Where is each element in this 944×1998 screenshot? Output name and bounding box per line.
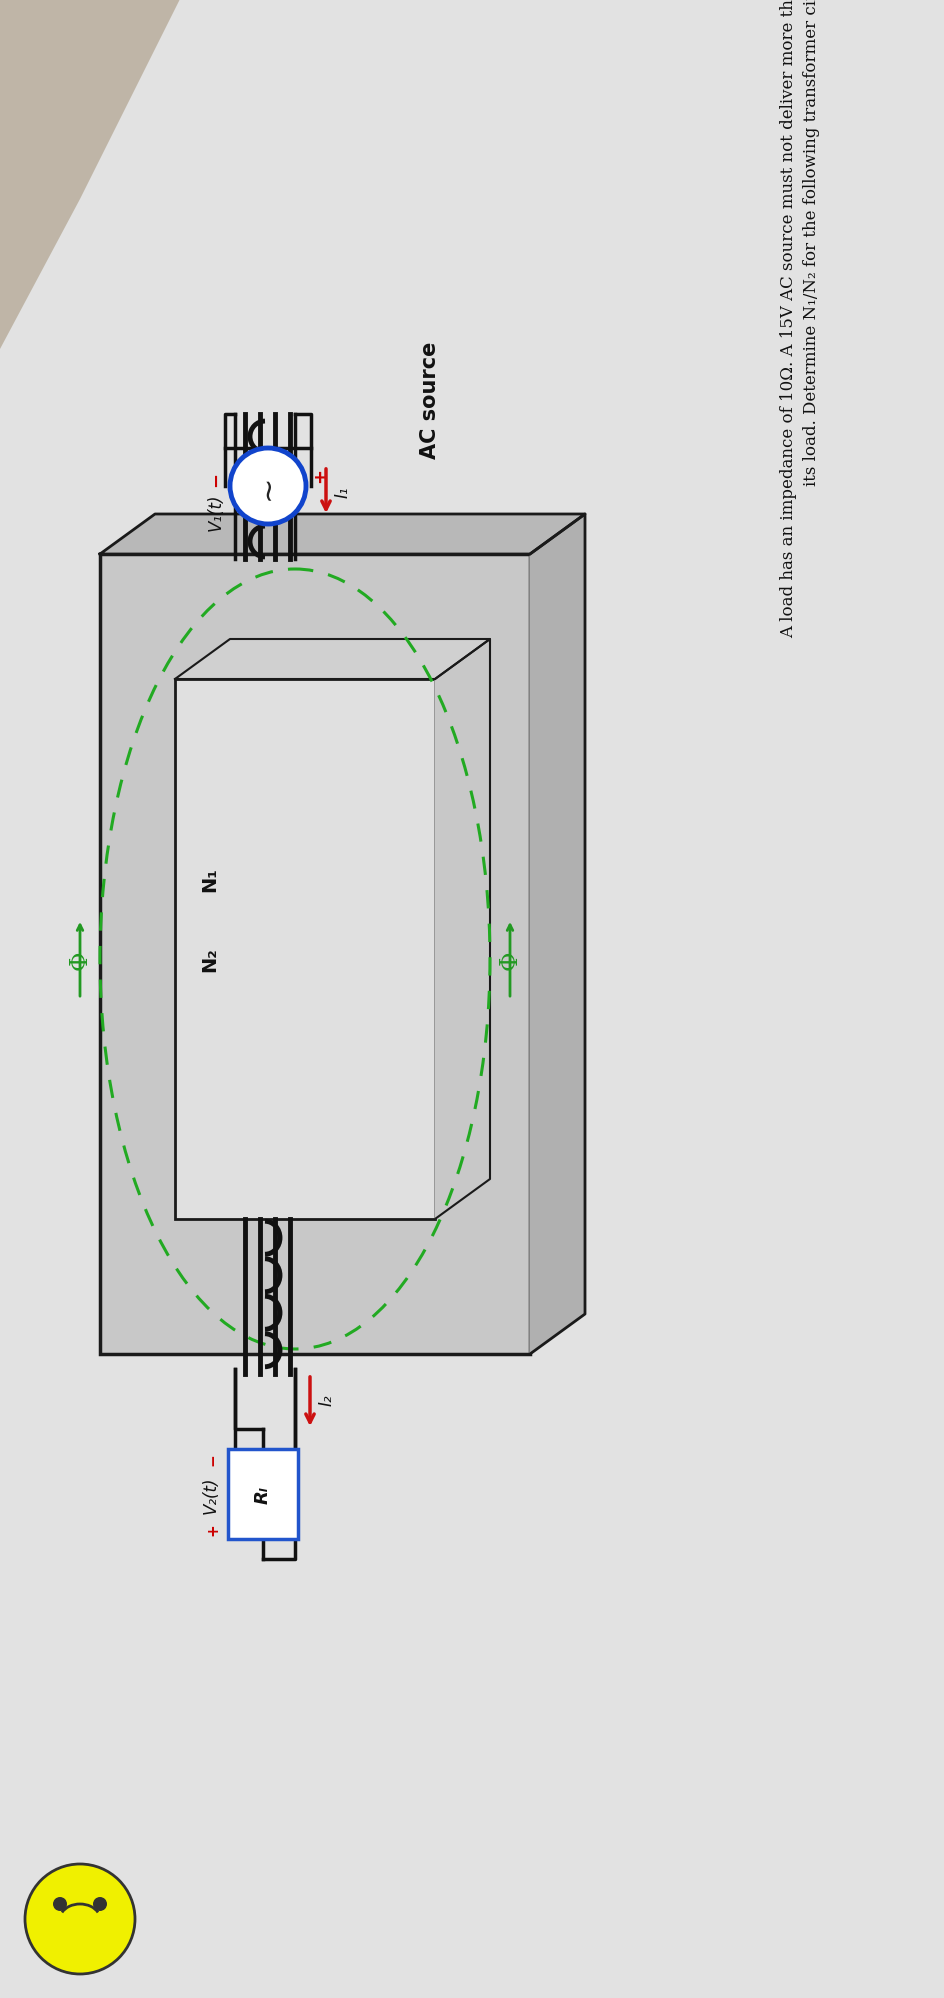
Polygon shape bbox=[100, 515, 585, 555]
Polygon shape bbox=[0, 0, 180, 350]
Text: Φ: Φ bbox=[498, 949, 521, 969]
Text: ~: ~ bbox=[254, 474, 282, 500]
Polygon shape bbox=[435, 639, 490, 1219]
Bar bbox=[228, 1449, 298, 1538]
Text: AC source: AC source bbox=[420, 342, 440, 458]
Text: −: − bbox=[207, 472, 225, 486]
Bar bbox=[175, 679, 435, 1219]
Circle shape bbox=[25, 1864, 135, 1974]
Text: I₂: I₂ bbox=[318, 1393, 336, 1405]
Polygon shape bbox=[175, 639, 490, 679]
Text: Φ: Φ bbox=[69, 949, 92, 969]
Text: N₂: N₂ bbox=[200, 947, 220, 971]
Text: A load has an impedance of 10Ω. A 15V AC source must not deliver more than 200mA: A load has an impedance of 10Ω. A 15V AC… bbox=[780, 0, 820, 637]
Text: Rₗ: Rₗ bbox=[254, 1485, 272, 1502]
Text: N₁: N₁ bbox=[200, 867, 220, 891]
Circle shape bbox=[230, 450, 306, 525]
Circle shape bbox=[93, 1896, 107, 1910]
Circle shape bbox=[53, 1896, 67, 1910]
Text: +: + bbox=[205, 1522, 220, 1536]
Polygon shape bbox=[530, 515, 585, 1355]
Text: +: + bbox=[311, 468, 329, 482]
Text: −: − bbox=[205, 1453, 220, 1467]
Text: I₁: I₁ bbox=[334, 486, 352, 498]
Bar bbox=[100, 555, 530, 1355]
Text: V₁(t): V₁(t) bbox=[207, 494, 225, 531]
Text: V₂(t): V₂(t) bbox=[202, 1475, 220, 1512]
